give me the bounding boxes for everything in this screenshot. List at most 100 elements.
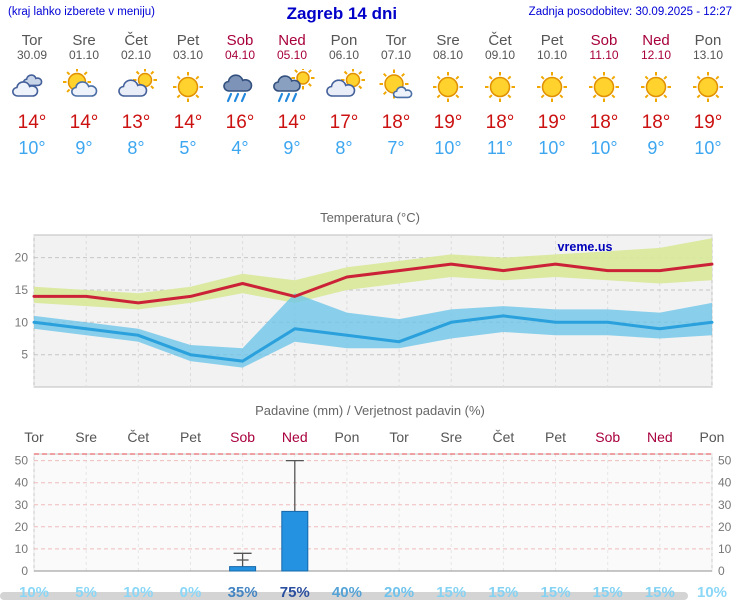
sunny-icon bbox=[474, 69, 526, 107]
temp-chart-title: Temperatura (°C) bbox=[320, 210, 420, 225]
low-temp: 8° bbox=[127, 138, 145, 158]
day-column[interactable]: Pet 03.10 14° 5° bbox=[162, 32, 214, 158]
svg-text:20: 20 bbox=[718, 520, 732, 534]
day-name: Ned bbox=[278, 32, 306, 49]
svg-text:5: 5 bbox=[21, 348, 28, 362]
day-column[interactable]: Sob 04.10 16° 4° bbox=[214, 32, 266, 158]
watermark: vreme.us bbox=[558, 240, 613, 254]
day-column[interactable]: Čet 02.10 13° 8° bbox=[110, 32, 162, 158]
day-date: 30.09 bbox=[16, 48, 48, 62]
page-title: Zagreb 14 dni bbox=[286, 4, 398, 23]
low-temp: 9° bbox=[75, 138, 93, 158]
precip-probability: 20% bbox=[384, 584, 415, 601]
low-temp: 11° bbox=[487, 138, 513, 158]
precip-probability: 35% bbox=[227, 584, 258, 601]
day-date: 11.10 bbox=[589, 48, 619, 62]
day-name: Ned bbox=[642, 32, 670, 49]
low-temp: 4° bbox=[231, 138, 249, 158]
precip-probability: 10% bbox=[18, 584, 50, 601]
precip-day-label: Pon bbox=[699, 429, 725, 445]
sunny-icon bbox=[526, 69, 578, 107]
high-temp: 14° bbox=[277, 112, 307, 133]
svg-text:10: 10 bbox=[15, 315, 29, 329]
low-temp: 7° bbox=[387, 138, 405, 158]
svg-text:40: 40 bbox=[15, 476, 29, 490]
sunny-icon bbox=[630, 69, 682, 107]
day-column[interactable]: Ned 05.10 14° 9° bbox=[266, 32, 318, 158]
svg-text:0: 0 bbox=[718, 564, 725, 578]
precip-day-labels: Tor Sre Čet Pet Sob Ned Pon Tor Sre Čet Pet Sob Ned P… bbox=[0, 429, 740, 446]
day-name: Tor bbox=[385, 32, 407, 49]
high-temp: 19° bbox=[693, 112, 723, 133]
svg-text:30: 30 bbox=[15, 498, 29, 512]
low-temp: 8° bbox=[335, 138, 353, 158]
day-date: 03.10 bbox=[172, 48, 204, 62]
precip-day-label: Sre bbox=[440, 429, 463, 445]
high-temp: 16° bbox=[225, 112, 255, 133]
svg-text:20: 20 bbox=[15, 251, 29, 265]
day-name: Čet bbox=[124, 32, 148, 49]
day-column[interactable]: Sre 01.10 14° 9° bbox=[58, 32, 110, 158]
precip-probability: 0% bbox=[179, 584, 202, 601]
day-name: Sob bbox=[590, 32, 618, 49]
sunny-icon bbox=[162, 69, 214, 107]
day-column[interactable]: Ned 12.10 18° 9° bbox=[630, 32, 682, 158]
day-date: 08.10 bbox=[432, 48, 464, 62]
day-column[interactable]: Tor 30.09 14° 10° bbox=[6, 32, 58, 158]
day-column[interactable]: Pon 06.10 17° 8° bbox=[318, 32, 370, 158]
horizontal-scrollbar[interactable] bbox=[0, 592, 688, 600]
svg-text:50: 50 bbox=[718, 454, 732, 468]
precip-probability-row: 10% 5% 10% 0% 35% 75% 40% 20% 15% 15% 15% 15% 15% 10% bbox=[0, 583, 740, 602]
svg-text:20: 20 bbox=[15, 520, 29, 534]
precip-day-label: Sre bbox=[75, 429, 98, 445]
day-name: Pet bbox=[176, 32, 200, 49]
temperature-chart: 5 10 15 20 vreme.us bbox=[15, 234, 714, 388]
precip-probability: 15% bbox=[644, 584, 675, 601]
precip-day-label: Ned bbox=[647, 429, 673, 445]
precip-day-label: Tor bbox=[389, 429, 409, 445]
last-update-text: Zadnja posodobitev: 30.09.2025 - 12:27 bbox=[528, 6, 732, 18]
low-temp: 10° bbox=[694, 138, 722, 158]
day-date: 09.10 bbox=[484, 48, 516, 62]
day-date: 12.10 bbox=[640, 48, 672, 62]
precip-probability: 10% bbox=[123, 584, 154, 601]
precip-probability: 15% bbox=[592, 584, 623, 601]
day-date: 01.10 bbox=[68, 48, 100, 62]
forecast-strip: Tor 30.09 14° 10° Sre 01.10 14° 9° Čet 0… bbox=[0, 32, 740, 158]
high-temp: 18° bbox=[381, 112, 411, 133]
day-column[interactable]: Tor 07.10 18° 7° bbox=[370, 32, 422, 158]
day-name: Pet bbox=[540, 32, 564, 49]
day-name: Sob bbox=[226, 32, 254, 49]
cloud-sun-icon bbox=[110, 69, 162, 107]
day-name: Tor bbox=[21, 32, 43, 49]
precip-day-label: Pet bbox=[545, 429, 567, 445]
high-temp: 18° bbox=[641, 112, 671, 133]
page-header: (kraj lahko izberete v meniju) Zagreb 14… bbox=[0, 0, 740, 24]
precip-day-label: Čet bbox=[127, 429, 150, 445]
precip-chart-title: Padavine (mm) / Verjetnost padavin (%) bbox=[255, 403, 485, 418]
day-column[interactable]: Pon 13.10 19° 10° bbox=[682, 32, 734, 158]
day-column[interactable]: Sre 08.10 19° 10° bbox=[422, 32, 474, 158]
day-column[interactable]: Čet 09.10 18° 11° bbox=[474, 32, 526, 158]
day-column[interactable]: Sob 11.10 18° 10° bbox=[578, 32, 630, 158]
day-name: Pon bbox=[330, 32, 358, 49]
high-temp: 18° bbox=[589, 112, 619, 133]
precip-day-label: Sob bbox=[230, 429, 256, 445]
high-temp: 19° bbox=[433, 112, 463, 133]
sunny-icon bbox=[682, 69, 734, 107]
day-date: 04.10 bbox=[224, 48, 256, 62]
svg-text:10: 10 bbox=[15, 542, 29, 556]
cloudy-icon bbox=[6, 69, 58, 107]
low-temp: 10° bbox=[538, 138, 566, 158]
low-temp: 10° bbox=[18, 138, 46, 158]
day-column[interactable]: Pet 10.10 19° 10° bbox=[526, 32, 578, 158]
precipitation-chart: 0 0 10 10 20 20 30 30 40 40 50 50 bbox=[15, 453, 732, 578]
day-name: Sre bbox=[436, 32, 460, 49]
precip-day-label: Pon bbox=[334, 429, 360, 445]
high-temp: 19° bbox=[537, 112, 567, 133]
location-menu-note: (kraj lahko izberete v meniju) bbox=[8, 6, 156, 18]
svg-text:50: 50 bbox=[15, 454, 29, 468]
high-temp: 17° bbox=[329, 112, 359, 133]
svg-text:0: 0 bbox=[21, 564, 28, 578]
low-temp: 9° bbox=[283, 138, 301, 158]
